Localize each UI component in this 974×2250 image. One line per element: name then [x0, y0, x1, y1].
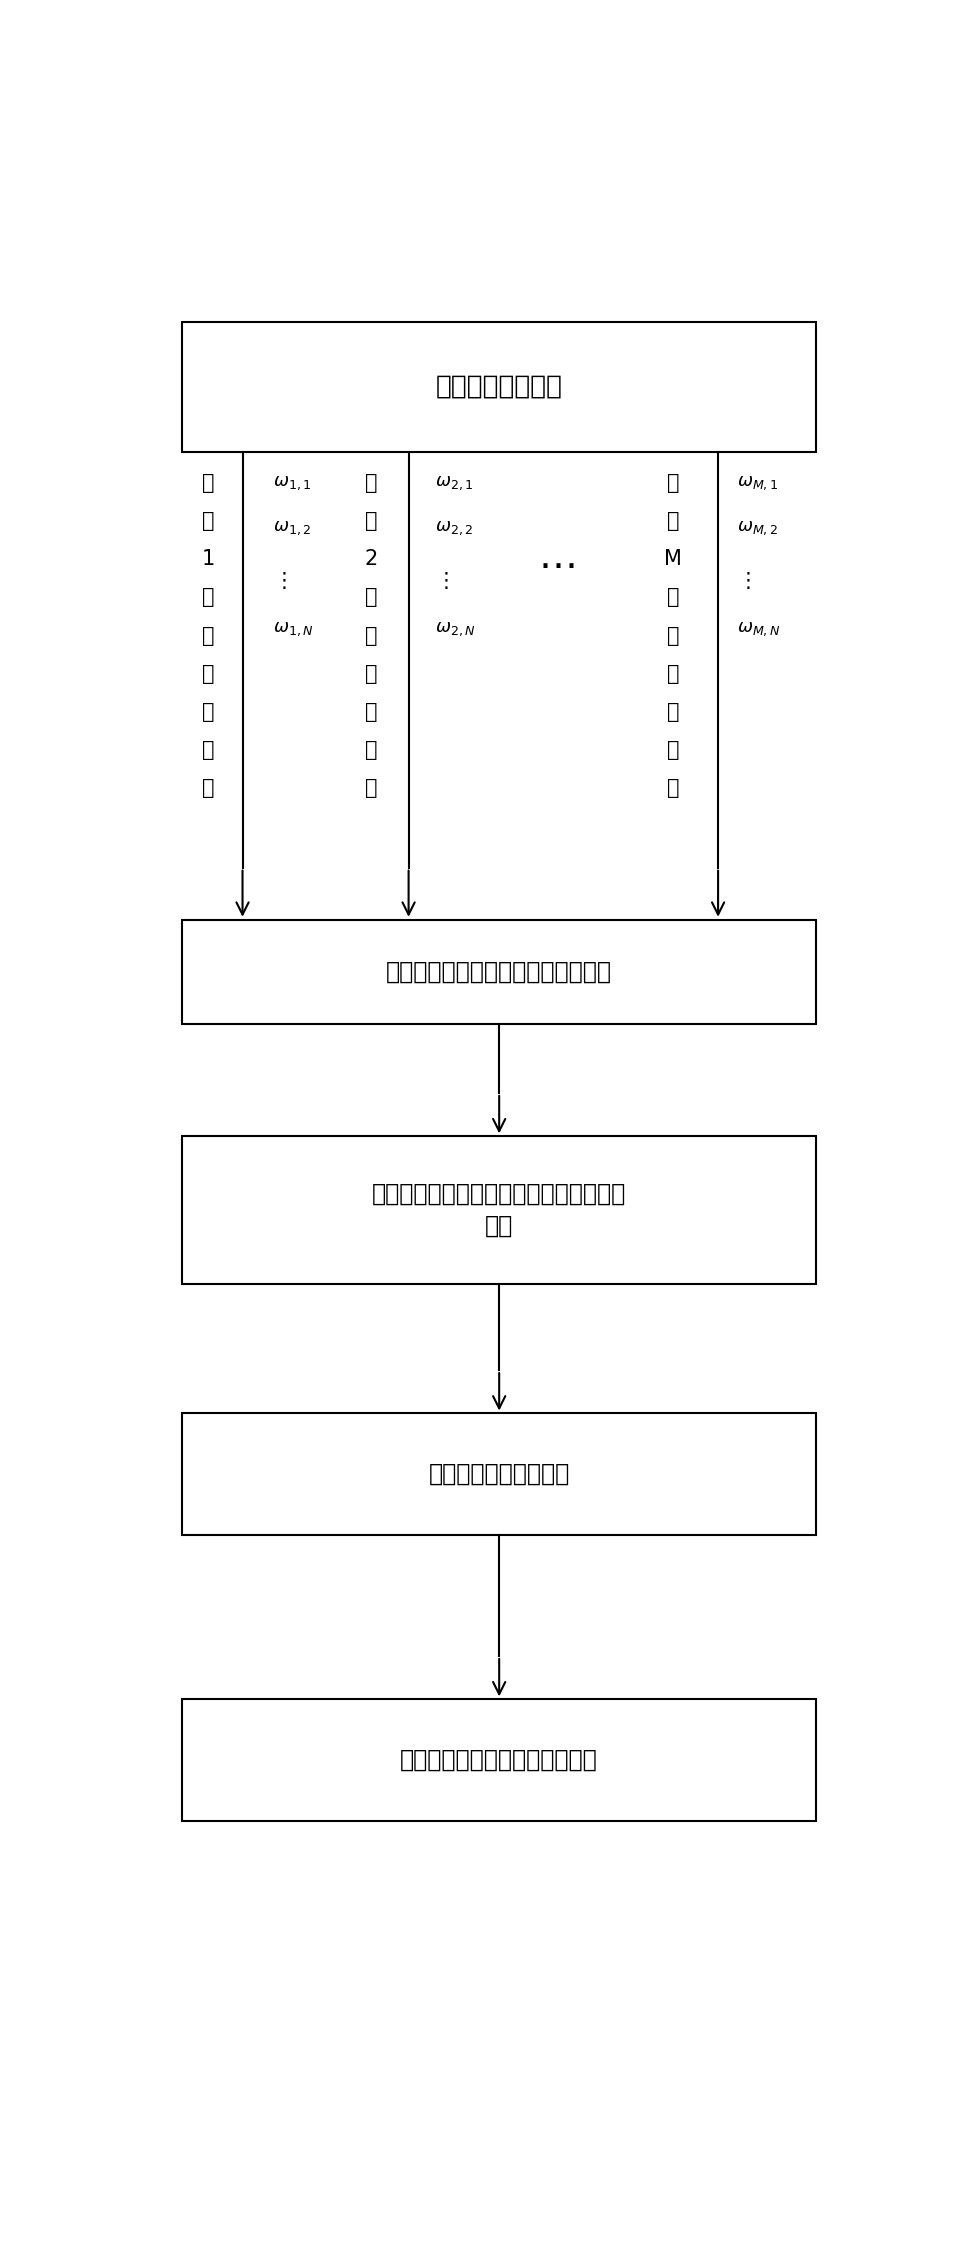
Text: 数: 数	[364, 778, 377, 799]
Text: 束: 束	[203, 511, 215, 531]
Text: 对: 对	[666, 664, 679, 684]
Text: $\cdots$: $\cdots$	[538, 544, 574, 583]
Text: $\omega_{2,N}$: $\omega_{2,N}$	[435, 619, 475, 637]
Text: $\omega_{M,1}$: $\omega_{M,1}$	[737, 475, 778, 493]
Text: 波: 波	[666, 472, 679, 493]
Text: $\omega_{2,2}$: $\omega_{2,2}$	[435, 520, 473, 538]
Text: 瓣: 瓣	[203, 626, 215, 646]
Text: 束: 束	[364, 511, 377, 531]
FancyBboxPatch shape	[182, 920, 816, 1024]
Text: 波束副瓣对消系数求模、求和、选大: 波束副瓣对消系数求模、求和、选大	[386, 961, 613, 983]
Text: 消: 消	[203, 702, 215, 722]
Text: 束: 束	[666, 511, 679, 531]
Text: 干扰能量空间谱峰搜索: 干扰能量空间谱峰搜索	[429, 1462, 570, 1485]
Text: $\vdots$: $\vdots$	[737, 569, 751, 590]
Text: M: M	[664, 549, 682, 569]
Text: 副瓣对消处理模块: 副瓣对消处理模块	[435, 374, 563, 400]
Text: 2: 2	[364, 549, 378, 569]
Text: $\omega_{2,1}$: $\omega_{2,1}$	[435, 475, 473, 493]
Text: 系: 系	[666, 740, 679, 760]
Text: 系: 系	[364, 740, 377, 760]
Text: $\vdots$: $\vdots$	[273, 569, 286, 590]
Text: 副瓣对消系数模值和映射为干扰能量空间
分布: 副瓣对消系数模值和映射为干扰能量空间 分布	[372, 1181, 626, 1238]
Text: $\omega_{M,N}$: $\omega_{M,N}$	[737, 619, 780, 637]
Text: $\omega_{1,1}$: $\omega_{1,1}$	[273, 475, 311, 493]
Text: 对: 对	[364, 664, 377, 684]
FancyBboxPatch shape	[182, 1699, 816, 1820]
Text: 波: 波	[203, 472, 215, 493]
FancyBboxPatch shape	[182, 322, 816, 452]
Text: 插值处理精确获得干扰方向信息: 插值处理精确获得干扰方向信息	[400, 1748, 598, 1773]
Text: 瓣: 瓣	[364, 626, 377, 646]
Text: 副: 副	[666, 587, 679, 608]
Text: 副: 副	[203, 587, 215, 608]
Text: 瓣: 瓣	[666, 626, 679, 646]
FancyBboxPatch shape	[182, 1136, 816, 1282]
Text: 消: 消	[364, 702, 377, 722]
FancyBboxPatch shape	[182, 1413, 816, 1534]
Text: $\vdots$: $\vdots$	[435, 569, 449, 590]
Text: 数: 数	[203, 778, 215, 799]
Text: 消: 消	[666, 702, 679, 722]
Text: $\omega_{1,N}$: $\omega_{1,N}$	[273, 619, 314, 637]
Text: 系: 系	[203, 740, 215, 760]
Text: 1: 1	[202, 549, 215, 569]
Text: $\omega_{1,2}$: $\omega_{1,2}$	[273, 520, 311, 538]
Text: 副: 副	[364, 587, 377, 608]
Text: $\omega_{M,2}$: $\omega_{M,2}$	[737, 520, 778, 538]
Text: 数: 数	[666, 778, 679, 799]
Text: 对: 对	[203, 664, 215, 684]
Text: 波: 波	[364, 472, 377, 493]
